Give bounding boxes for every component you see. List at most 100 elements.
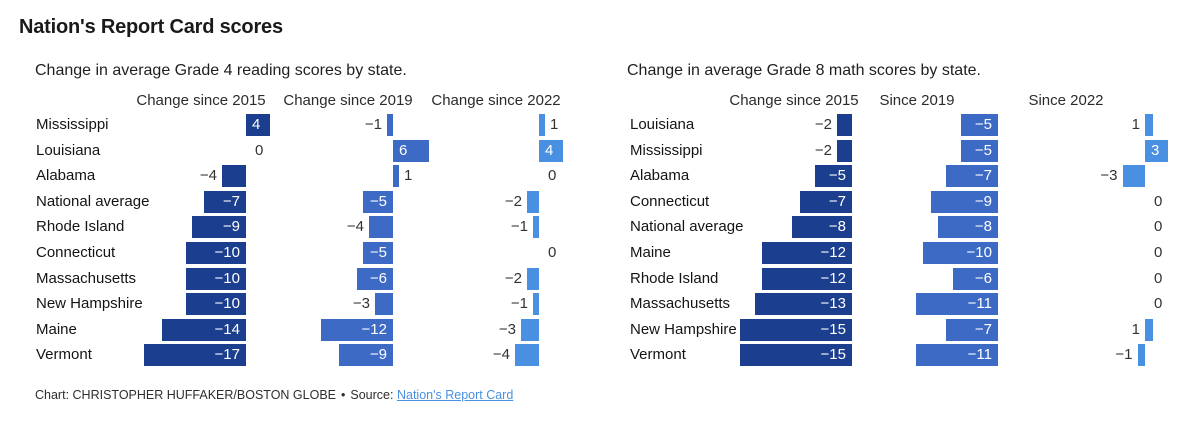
bar — [521, 318, 539, 341]
bar-value-label: 0 — [1154, 192, 1163, 210]
bar — [930, 190, 998, 213]
bar — [363, 242, 393, 264]
bar-value-label: 0 — [548, 167, 557, 185]
bar-value-label: −2 — [504, 192, 522, 210]
bar-value-label: 1 — [404, 167, 413, 185]
bar — [1122, 165, 1145, 188]
category-label: Mississippi — [36, 116, 109, 133]
bar — [186, 267, 246, 290]
bar — [1137, 344, 1145, 367]
page-title: Nation's Report Card scores — [19, 16, 283, 38]
bar — [393, 139, 429, 162]
bar-value-label: −10 — [214, 269, 240, 287]
bar-value-label: −1 — [1115, 346, 1133, 364]
bar-value-label: −3 — [1100, 167, 1118, 185]
bar-value-label: −5 — [369, 192, 387, 210]
bar-value-label: −8 — [974, 218, 992, 236]
bar-value-label: −1 — [364, 116, 382, 133]
bar — [945, 165, 998, 188]
bar-value-label: −12 — [820, 244, 846, 261]
bar — [375, 293, 393, 316]
column-header: Change since 2022 — [431, 92, 561, 109]
bar — [739, 318, 852, 341]
left-chart-subtitle: Change in average Grade 4 reading scores… — [35, 62, 407, 79]
bar-value-label: −5 — [974, 116, 992, 133]
bar-value-label: −11 — [967, 346, 992, 364]
bar-value-label: −13 — [820, 295, 846, 313]
bar-value-label: 0 — [548, 244, 557, 261]
bar-value-label: −15 — [820, 346, 846, 364]
bar-value-label: −2 — [504, 269, 522, 287]
bar — [527, 190, 539, 213]
bar-value-label: −11 — [967, 295, 992, 313]
bar-value-label: −6 — [369, 269, 387, 287]
bar — [387, 114, 393, 136]
bar-value-label: −5 — [974, 141, 992, 159]
bar-value-label: −8 — [828, 218, 846, 236]
bar-value-label: 0 — [255, 141, 264, 159]
bar-value-label: −2 — [814, 116, 832, 133]
bar — [204, 190, 246, 213]
bar — [515, 344, 539, 367]
bar-value-label: 3 — [1151, 141, 1160, 159]
bar-value-label: −9 — [974, 192, 992, 210]
column-header: Since 2019 — [879, 92, 955, 109]
bar-value-label: −3 — [352, 295, 370, 313]
bar-value-label: −7 — [974, 167, 992, 185]
bar — [923, 242, 998, 264]
bar — [321, 318, 393, 341]
bar — [186, 242, 246, 264]
bar-value-label: 0 — [1154, 295, 1163, 313]
separator-dot: • — [341, 388, 346, 402]
bar-value-label: −7 — [222, 192, 240, 210]
right-chart-subtitle: Change in average Grade 8 math scores by… — [627, 62, 981, 79]
bar-value-label: 1 — [1131, 116, 1140, 133]
category-label: National average — [630, 218, 744, 236]
category-label: Rhode Island — [36, 218, 125, 236]
bar-value-label: −4 — [199, 167, 217, 185]
category-label: National average — [36, 192, 150, 210]
bar-value-label: −4 — [492, 346, 510, 364]
bar-value-label: −14 — [214, 320, 240, 338]
bar-value-label: 0 — [1154, 269, 1163, 287]
column-header: Change since 2015 — [729, 92, 859, 109]
bar — [144, 344, 246, 367]
category-label: Massachusetts — [36, 269, 137, 287]
bar-value-label: −9 — [222, 218, 240, 236]
bar-value-label: −17 — [214, 346, 240, 364]
source-label: Source: — [350, 388, 394, 402]
category-label: Connecticut — [630, 192, 710, 210]
bar-value-label: −1 — [510, 295, 528, 313]
bar-value-label: −4 — [346, 218, 364, 236]
category-label: Vermont — [36, 346, 92, 364]
credit-text: Chart: CHRISTOPHER HUFFAKER/BOSTON GLOBE — [35, 388, 336, 402]
bar-value-label: −7 — [974, 320, 992, 338]
bar — [162, 318, 246, 341]
bar — [393, 165, 399, 188]
category-label: Maine — [36, 320, 77, 338]
bar — [539, 139, 563, 162]
bar-value-label: −10 — [214, 295, 240, 313]
bar — [533, 293, 539, 316]
bar-value-label: −5 — [369, 244, 387, 261]
bar-value-label: −5 — [828, 167, 846, 185]
bar-value-label: −10 — [966, 244, 992, 261]
bar-value-label: −6 — [974, 269, 992, 287]
bar-value-label: −15 — [820, 320, 846, 338]
bar — [762, 242, 852, 264]
bar — [357, 267, 393, 290]
bar — [799, 190, 852, 213]
source-link[interactable]: Nation's Report Card — [396, 388, 514, 402]
bar-value-label: −12 — [820, 269, 846, 287]
bar — [527, 267, 539, 290]
bar — [533, 216, 539, 239]
category-label: Mississippi — [630, 141, 703, 159]
column-header: Change since 2015 — [136, 92, 266, 109]
bar — [960, 114, 998, 136]
bar — [960, 139, 998, 162]
bar-value-label: 6 — [399, 141, 408, 159]
bar-value-label: 4 — [545, 141, 554, 159]
bar-value-label: −10 — [214, 244, 240, 261]
bar — [339, 344, 393, 367]
bar-value-label: −3 — [498, 320, 516, 338]
